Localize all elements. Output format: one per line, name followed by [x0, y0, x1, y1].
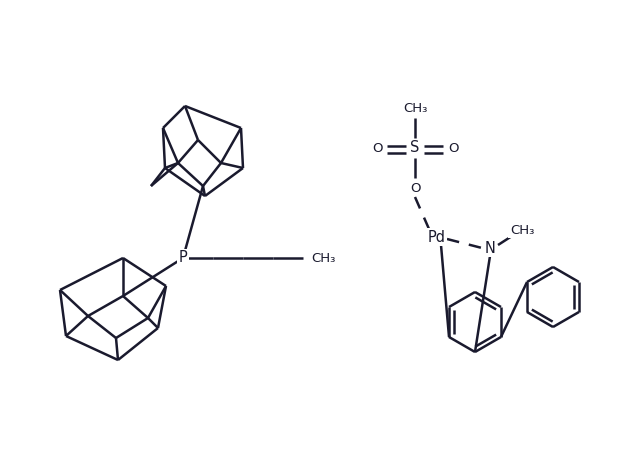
Text: CH₃: CH₃ — [311, 251, 335, 265]
Text: N: N — [484, 241, 495, 256]
Text: O: O — [372, 142, 382, 156]
Text: P: P — [179, 251, 188, 266]
Text: O: O — [410, 181, 420, 195]
Text: O: O — [448, 142, 458, 156]
Text: CH₃: CH₃ — [403, 102, 427, 115]
Text: CH₃: CH₃ — [510, 224, 534, 236]
Text: S: S — [410, 141, 420, 156]
Text: Pd: Pd — [428, 229, 446, 244]
